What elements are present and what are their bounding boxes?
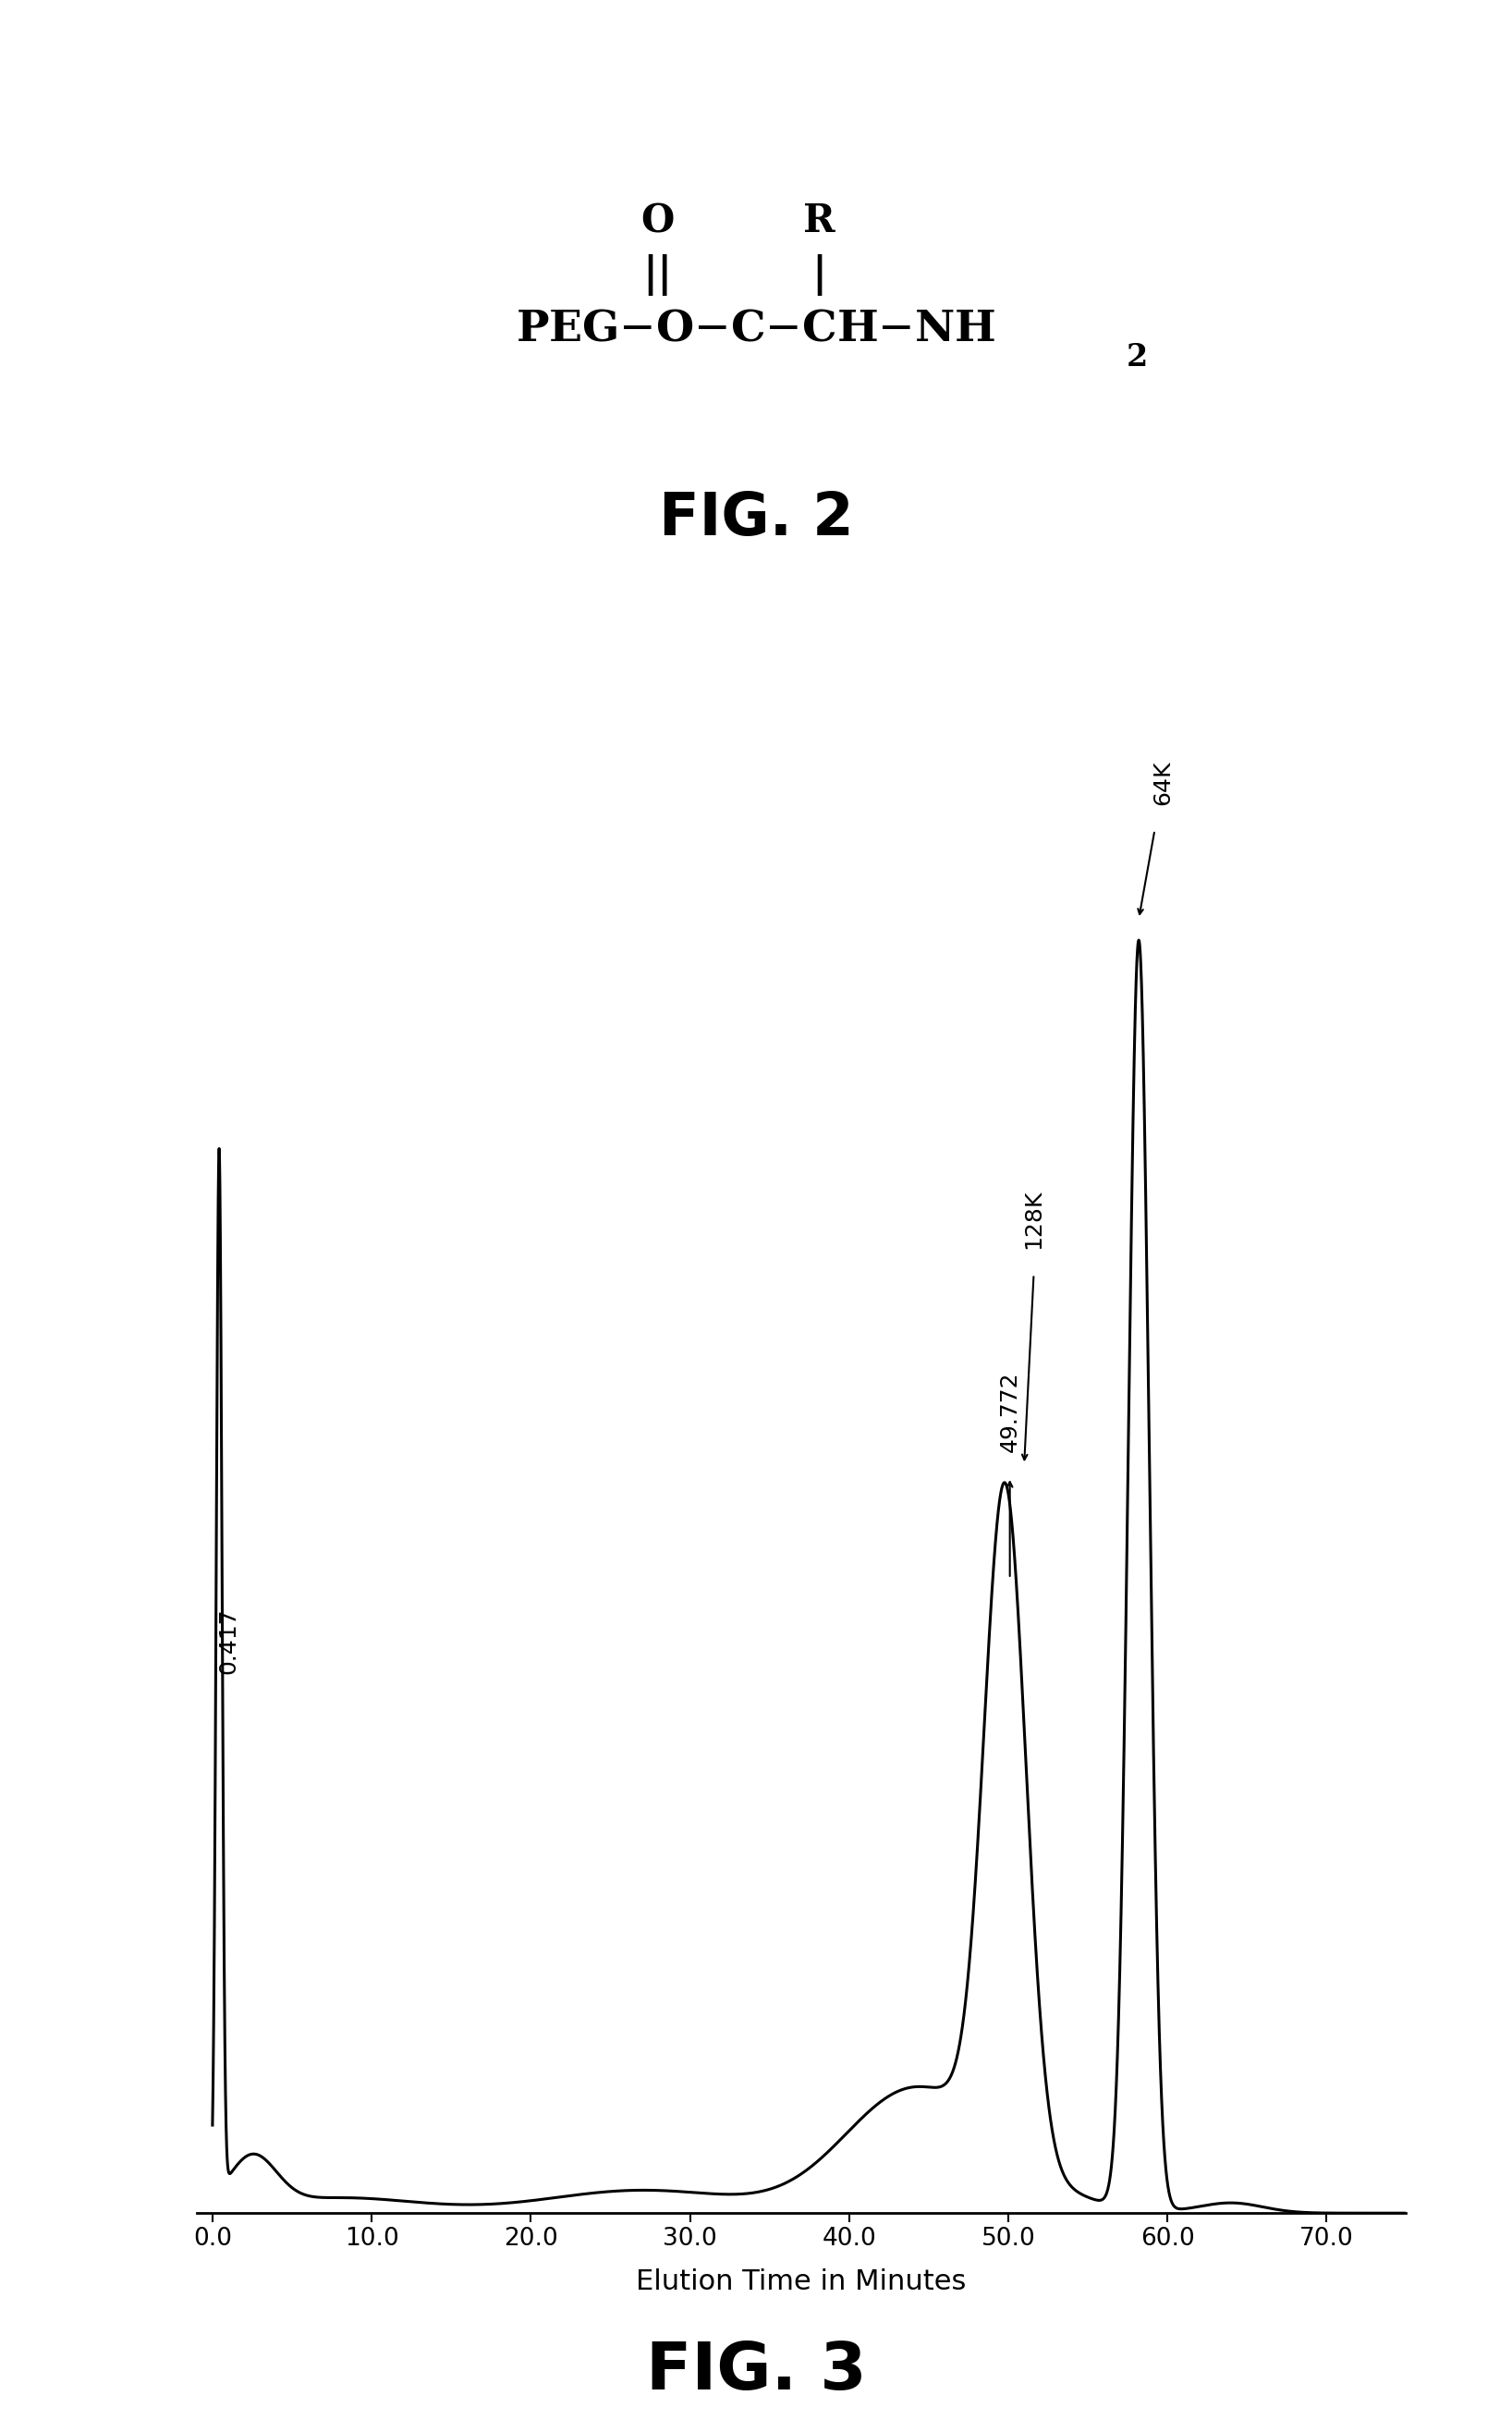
Text: FIG. 3: FIG. 3 [646, 2340, 866, 2403]
Text: PEG$-$O$-$C$-$CH$-$NH: PEG$-$O$-$C$-$CH$-$NH [516, 306, 996, 350]
Text: ||: || [643, 255, 673, 297]
Text: |: | [812, 255, 827, 297]
Text: 64K: 64K [1152, 759, 1173, 805]
Text: 49.772: 49.772 [999, 1372, 1021, 1452]
Text: FIG. 2: FIG. 2 [659, 489, 853, 547]
Text: R: R [803, 202, 836, 241]
Text: 128K: 128K [1022, 1189, 1045, 1248]
Text: 2: 2 [1126, 343, 1148, 372]
Text: 0.417: 0.417 [218, 1608, 240, 1673]
Text: O: O [641, 202, 674, 241]
X-axis label: Elution Time in Minutes: Elution Time in Minutes [637, 2269, 966, 2296]
